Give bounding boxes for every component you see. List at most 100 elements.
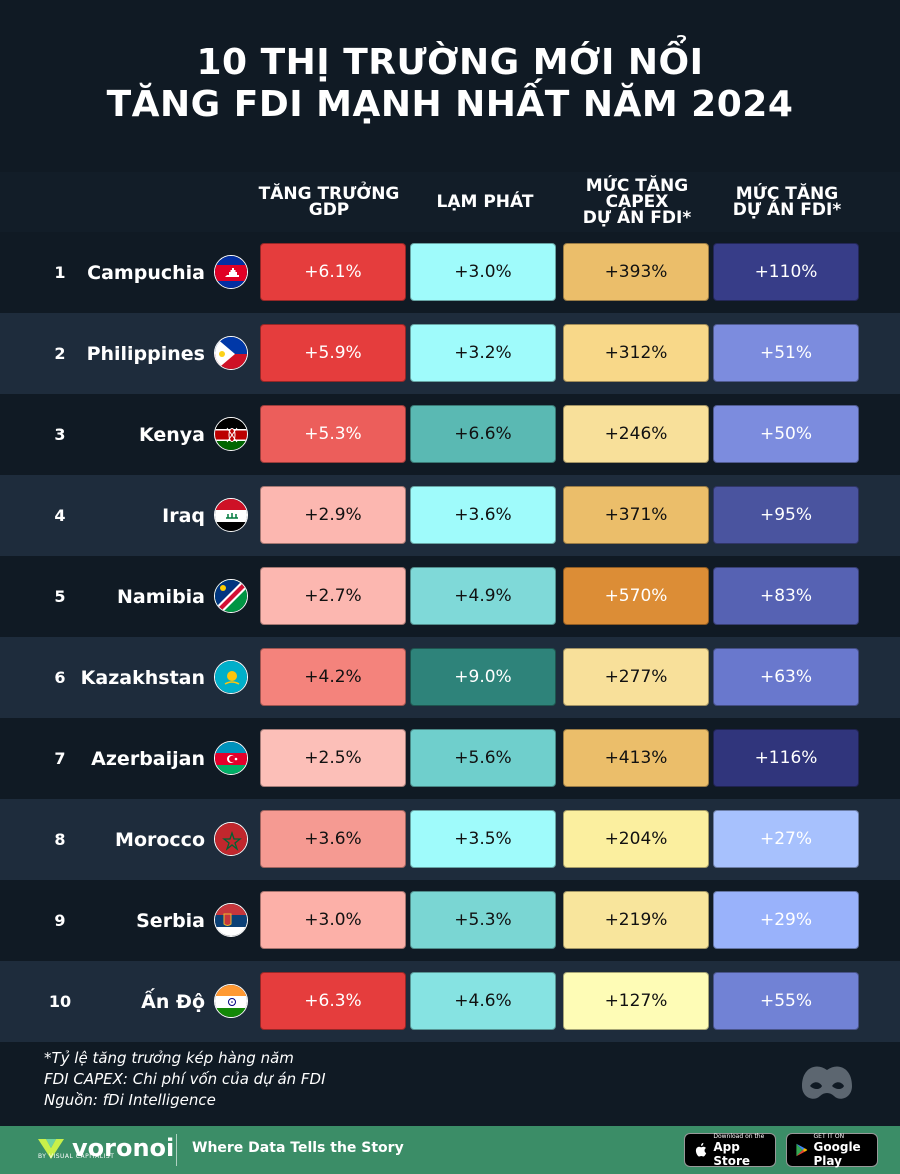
- header-background: [0, 172, 900, 232]
- cell-capex: +312%: [563, 324, 709, 382]
- cell-inflation: +3.0%: [410, 243, 556, 301]
- footnote-source: Nguồn: fDi Intelligence: [44, 1091, 216, 1109]
- brand-name: voronoi: [72, 1134, 175, 1162]
- cell-projects: +63%: [713, 648, 859, 706]
- google-play-small-label: GET IT ON: [813, 1132, 845, 1140]
- header-inflation: LẠM PHÁT: [436, 192, 534, 212]
- cell-inflation: +3.5%: [410, 810, 556, 868]
- cell-projects: +29%: [713, 891, 859, 949]
- cell-capex: +246%: [563, 405, 709, 463]
- kazakhstan-flag-icon: [214, 660, 248, 694]
- cell-projects: +50%: [713, 405, 859, 463]
- cell-inflation: +3.6%: [410, 486, 556, 544]
- visual-capitalist-icon: [802, 1066, 852, 1099]
- table-row: 3 Kenya +5.3% +6.6% +246% +50%: [0, 394, 900, 475]
- app-store-small-label: Download on the: [713, 1132, 765, 1140]
- google-play-icon: [796, 1143, 808, 1157]
- rank-number: 10: [48, 992, 72, 1011]
- voronoi-logo-icon: [38, 1139, 64, 1159]
- table-row: 7 Azerbaijan +2.5% +5.6% +413% +116%: [0, 718, 900, 799]
- india-flag-icon: [214, 984, 248, 1018]
- cell-capex: +204%: [563, 810, 709, 868]
- header-capex: MỨC TĂNG CAPEX DỰ ÁN FDI*: [582, 176, 692, 228]
- country-name: Kazakhstan: [80, 666, 205, 689]
- cell-inflation: +4.6%: [410, 972, 556, 1030]
- cell-projects: +83%: [713, 567, 859, 625]
- cell-projects: +110%: [713, 243, 859, 301]
- table-row: 8 Morocco +3.6% +3.5% +204% +27%: [0, 799, 900, 880]
- cell-inflation: +5.6%: [410, 729, 556, 787]
- app-store-label: App Store: [713, 1139, 751, 1168]
- footnote-cagr: *Tỷ lệ tăng trưởng kép hàng năm: [44, 1049, 294, 1067]
- footnote-capex: FDI CAPEX: Chi phí vốn của dự án FDI: [44, 1070, 326, 1088]
- footnotes: *Tỷ lệ tăng trưởng kép hàng năm FDI CAPE…: [44, 1048, 326, 1111]
- cell-capex: +371%: [563, 486, 709, 544]
- philippines-flag-icon: [214, 336, 248, 370]
- brand-subtitle: BY VISUAL CAPITALIST: [38, 1153, 115, 1160]
- table-row: 10 Ấn Độ +6.3% +4.6% +127% +55%: [0, 961, 900, 1042]
- rank-number: 4: [54, 506, 66, 525]
- cell-gdp: +2.7%: [260, 567, 406, 625]
- chart-title: 10 THỊ TRƯỜNG MỚI NỔI TĂNG FDI MẠNH NHẤT…: [0, 42, 900, 126]
- google-play-label: Google Play: [813, 1139, 861, 1168]
- rank-number: 8: [54, 830, 66, 849]
- cell-gdp: +2.5%: [260, 729, 406, 787]
- cell-gdp: +3.6%: [260, 810, 406, 868]
- tagline: Where Data Tells the Story: [192, 1140, 404, 1156]
- cell-gdp: +6.3%: [260, 972, 406, 1030]
- cell-gdp: +2.9%: [260, 486, 406, 544]
- rank-number: 2: [54, 344, 66, 363]
- cell-projects: +51%: [713, 324, 859, 382]
- cell-gdp: +3.0%: [260, 891, 406, 949]
- app-store-button[interactable]: Download on the App Store: [684, 1132, 776, 1168]
- rank-number: 9: [54, 911, 66, 930]
- cell-gdp: +5.3%: [260, 405, 406, 463]
- title-line-2: TĂNG FDI MẠNH NHẤT NĂM 2024: [106, 84, 794, 125]
- apple-icon: [695, 1142, 707, 1157]
- country-name: Campuchia: [87, 261, 205, 284]
- morocco-flag-icon: [214, 822, 248, 856]
- country-name: Namibia: [117, 585, 205, 608]
- voronoi-logo[interactable]: voronoi: [36, 1134, 174, 1162]
- header-projects: MỨC TĂNG DỰ ÁN FDI*: [732, 184, 842, 220]
- country-name: Iraq: [162, 504, 205, 527]
- table-header: TĂNG TRƯỞNG GDP LẠM PHÁT MỨC TĂNG CAPEX …: [0, 172, 900, 232]
- country-name: Azerbaijan: [91, 747, 205, 770]
- cell-capex: +219%: [563, 891, 709, 949]
- cambodia-flag-icon: [214, 255, 248, 289]
- cell-capex: +570%: [563, 567, 709, 625]
- cell-inflation: +9.0%: [410, 648, 556, 706]
- table-row: 6 Kazakhstan +4.2% +9.0% +277% +63%: [0, 637, 900, 718]
- cell-inflation: +4.9%: [410, 567, 556, 625]
- cell-gdp: +6.1%: [260, 243, 406, 301]
- cell-capex: +393%: [563, 243, 709, 301]
- cell-gdp: +4.2%: [260, 648, 406, 706]
- cell-projects: +55%: [713, 972, 859, 1030]
- cell-capex: +413%: [563, 729, 709, 787]
- google-play-button[interactable]: GET IT ON Google Play: [786, 1132, 878, 1168]
- kenya-flag-icon: [214, 417, 248, 451]
- cell-projects: +95%: [713, 486, 859, 544]
- cell-projects: +27%: [713, 810, 859, 868]
- country-name: Serbia: [136, 909, 205, 932]
- country-name: Ấn Độ: [141, 990, 205, 1013]
- title-line-1: 10 THỊ TRƯỜNG MỚI NỔI: [196, 42, 704, 83]
- namibia-flag-icon: [214, 579, 248, 613]
- cell-inflation: +5.3%: [410, 891, 556, 949]
- table-row: 9 Serbia +3.0% +5.3% +219% +29%: [0, 880, 900, 961]
- azerbaijan-flag-icon: [214, 741, 248, 775]
- rank-number: 5: [54, 587, 66, 606]
- country-name: Morocco: [115, 828, 205, 851]
- country-name: Philippines: [86, 342, 205, 365]
- serbia-flag-icon: [214, 903, 248, 937]
- table-row: 4 Iraq +2.9% +3.6% +371% +95%: [0, 475, 900, 556]
- cell-projects: +116%: [713, 729, 859, 787]
- rank-number: 1: [54, 263, 66, 282]
- footer-divider: [176, 1134, 177, 1166]
- table-row: 1 Campuchia +6.1% +3.0% +393% +110%: [0, 232, 900, 313]
- cell-capex: +277%: [563, 648, 709, 706]
- footer-bar: voronoi BY VISUAL CAPITALIST Where Data …: [0, 1126, 900, 1174]
- cell-gdp: +5.9%: [260, 324, 406, 382]
- header-gdp: TĂNG TRƯỞNG GDP: [258, 184, 400, 220]
- cell-inflation: +6.6%: [410, 405, 556, 463]
